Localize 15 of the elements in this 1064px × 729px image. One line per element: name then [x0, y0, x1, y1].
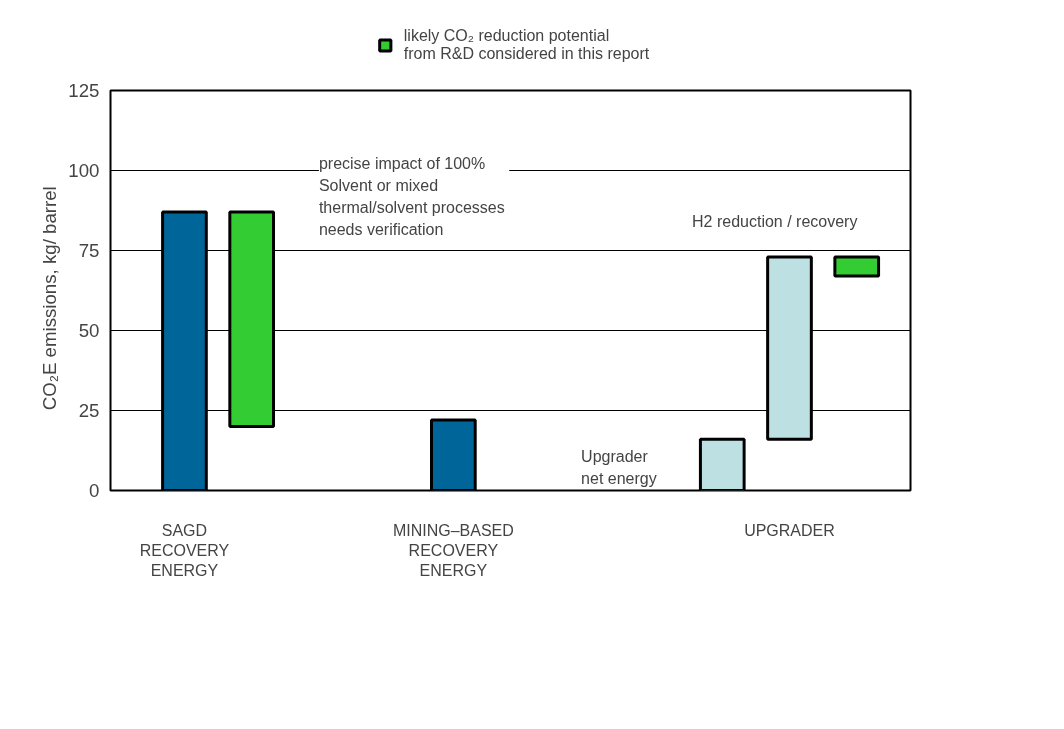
y-tick-label: 25 [78, 400, 100, 421]
annotation: Upgrader net energy [581, 448, 657, 488]
x-tick-label: UPGRADER [744, 521, 835, 539]
y-tick-label: 75 [78, 240, 100, 261]
y-tick-label: 125 [68, 80, 100, 101]
x-tick-label: MINING–BASED RECOVERY ENERGY [392, 521, 514, 580]
legend-label: likely CO₂ reduction potential from R&D considered in this report [403, 27, 650, 63]
annotation: precise impact of 100% Solvent or mixed thermal/solvent processes needs verification [318, 154, 505, 238]
y-tick-label: 50 [78, 320, 100, 341]
y-axis-title: CO₂E emissions, kg/ barrel [39, 186, 61, 411]
bar [833, 255, 881, 278]
y-tick-label: 0 [89, 480, 100, 501]
x-tick-label: SAGD RECOVERY ENERGY [139, 521, 230, 580]
y-tick-label: 100 [68, 160, 100, 181]
annotation: H2 reduction / recovery [692, 212, 858, 230]
